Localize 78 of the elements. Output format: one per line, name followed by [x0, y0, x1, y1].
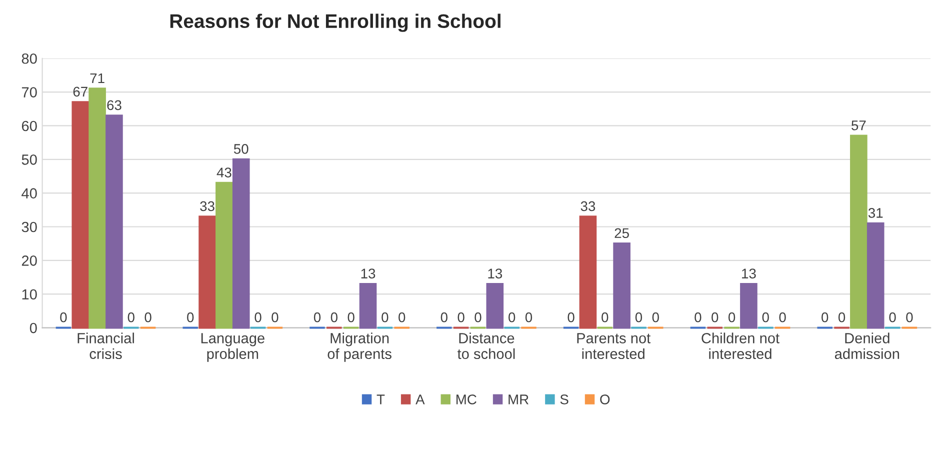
bar — [72, 101, 90, 329]
data-label: 13 — [361, 268, 376, 278]
data-label: 50 — [234, 144, 248, 154]
data-label: 0 — [779, 312, 786, 322]
data-label: 0 — [508, 312, 516, 322]
bar — [579, 216, 597, 329]
data-label: 0 — [272, 312, 278, 322]
legend-label: MR — [508, 394, 528, 404]
data-label: 63 — [107, 100, 122, 110]
data-label: 0 — [652, 312, 659, 322]
data-label: 13 — [742, 268, 756, 278]
x-tick-label: Language problem — [201, 333, 264, 362]
bar — [232, 158, 250, 329]
bar — [486, 282, 504, 329]
bar — [216, 182, 233, 329]
data-label: 0 — [144, 312, 152, 322]
legend-label: T — [376, 394, 385, 404]
data-label: 25 — [614, 228, 629, 238]
x-tick-label: Financial crisis — [78, 332, 134, 360]
y-tick-label: 60 — [22, 120, 37, 132]
legend-label: S — [560, 394, 568, 404]
data-label: 0 — [440, 312, 448, 322]
data-label: 0 — [728, 312, 736, 322]
y-tick-label: 10 — [22, 289, 37, 300]
y-tick-label: 80 — [22, 53, 37, 64]
bar — [613, 242, 630, 329]
y-tick-label: 70 — [22, 87, 37, 98]
bar — [850, 134, 868, 329]
data-label: 33 — [200, 201, 214, 212]
data-label: 0 — [602, 312, 608, 322]
data-label: 0 — [382, 312, 388, 322]
data-label: 0 — [60, 312, 67, 322]
data-label: 33 — [580, 201, 596, 212]
y-tick-label: 30 — [22, 222, 37, 232]
bar — [88, 88, 106, 329]
data-label: 67 — [73, 86, 88, 97]
bar — [866, 222, 884, 329]
legend-label: A — [416, 394, 425, 404]
data-label: 0 — [187, 312, 194, 322]
y-tick-label: 50 — [22, 154, 37, 165]
data-label: 0 — [474, 312, 482, 322]
legend-label: MC — [456, 394, 476, 404]
data-label: 13 — [488, 268, 502, 278]
data-label: 0 — [712, 312, 718, 322]
bar — [198, 216, 216, 329]
data-label: 0 — [762, 312, 769, 322]
data-label: 0 — [889, 312, 896, 322]
bar — [106, 114, 123, 329]
data-label: 0 — [568, 312, 574, 322]
data-label: 0 — [822, 312, 828, 322]
data-label: 0 — [838, 312, 846, 322]
x-tick-label: Children not interested — [702, 332, 780, 360]
bar — [359, 282, 377, 329]
data-label: 57 — [852, 120, 866, 130]
chart-title: Reasons for Not Enrolling in School — [170, 14, 500, 32]
data-label: 0 — [694, 312, 702, 322]
data-label: 31 — [868, 208, 883, 218]
bar — [740, 282, 758, 329]
data-label: 0 — [128, 312, 134, 322]
data-label: 0 — [906, 312, 913, 322]
y-tick-label: 0 — [30, 322, 37, 334]
y-tick-label: 40 — [22, 188, 37, 198]
data-label: 0 — [330, 312, 338, 322]
x-tick-label: Distance to school — [457, 332, 515, 360]
data-label: 71 — [90, 73, 104, 84]
x-tick-label: Denied admission — [834, 332, 900, 360]
x-tick-label: Migration of parents — [328, 332, 392, 362]
data-label: 0 — [348, 312, 354, 322]
data-label: 0 — [525, 312, 532, 322]
data-label: 0 — [458, 312, 464, 322]
data-label: 43 — [216, 168, 232, 178]
y-tick-label: 20 — [22, 256, 37, 266]
x-tick-label: Parents not interested — [577, 333, 651, 360]
legend-label: O — [600, 394, 610, 404]
data-label: 0 — [314, 312, 321, 322]
data-label: 0 — [254, 312, 262, 322]
data-label: 0 — [398, 312, 406, 322]
data-label: 0 — [635, 312, 642, 322]
